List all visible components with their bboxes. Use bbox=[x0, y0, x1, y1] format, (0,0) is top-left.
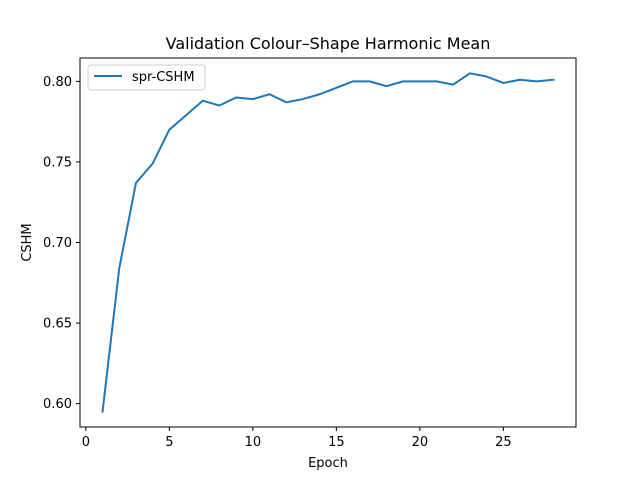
x-tick-label: 15 bbox=[328, 435, 345, 450]
y-tick-label: 0.75 bbox=[43, 155, 72, 170]
legend: spr-CSHM bbox=[87, 64, 206, 91]
x-tick-label: 25 bbox=[495, 435, 512, 450]
y-tick-label: 0.80 bbox=[43, 75, 72, 90]
chart-title: Validation Colour–Shape Harmonic Mean bbox=[166, 34, 491, 53]
y-tick-label: 0.65 bbox=[43, 317, 72, 332]
x-axis-label: Epoch bbox=[308, 456, 348, 471]
y-tick-label: 0.70 bbox=[43, 236, 72, 251]
axes-frame bbox=[79, 57, 577, 428]
y-tick-label: 0.60 bbox=[43, 397, 72, 412]
x-tick-label: 0 bbox=[82, 435, 90, 450]
series-line-spr-CSHM bbox=[101, 72, 555, 413]
legend-box bbox=[87, 64, 206, 91]
legend-label: spr-CSHM bbox=[132, 70, 195, 85]
x-tick-label: 10 bbox=[245, 435, 262, 450]
y-axis-label: CSHM bbox=[20, 223, 35, 261]
x-tick-label: 5 bbox=[165, 435, 173, 450]
axis-ticks: 0 5 10 15 20 25 0.60 0.65 0.70 0.75 0.80 bbox=[43, 75, 512, 450]
x-tick-label: 20 bbox=[412, 435, 429, 450]
plot-area bbox=[101, 72, 555, 413]
